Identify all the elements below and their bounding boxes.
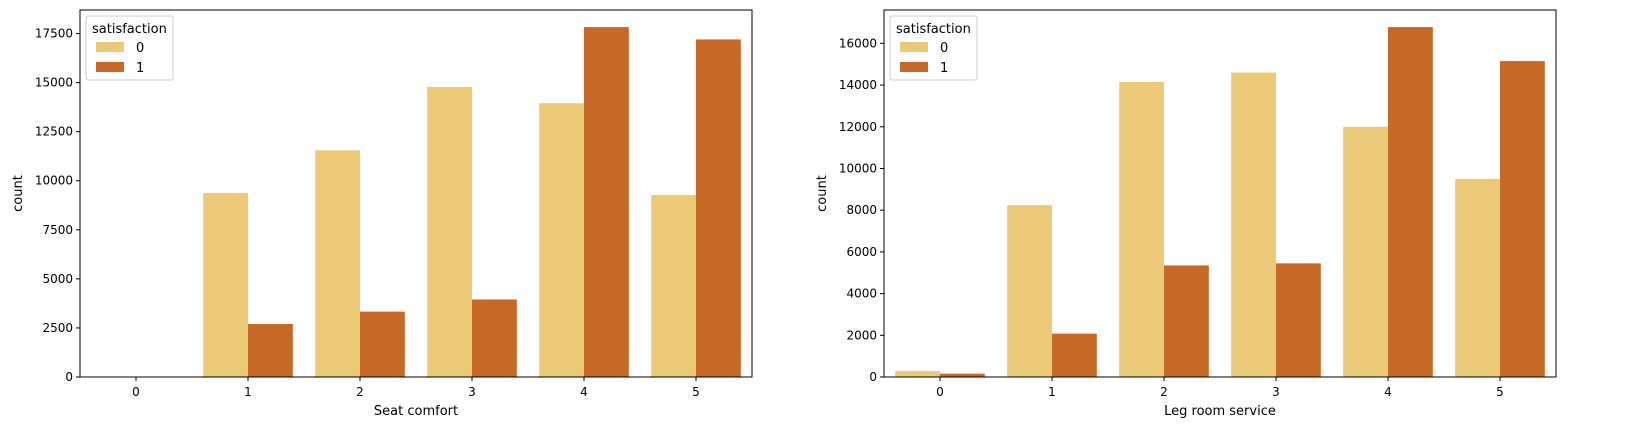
y-tick-label: 14000: [839, 78, 877, 92]
y-tick-label: 17500: [35, 27, 73, 41]
legend-swatch: [96, 62, 124, 72]
bar: [940, 373, 985, 377]
legend-swatch: [900, 42, 928, 52]
legend-label: 1: [136, 61, 144, 76]
y-tick-label: 0: [869, 370, 877, 384]
bar: [651, 195, 696, 377]
x-tick-label: 4: [580, 385, 588, 399]
bar: [1276, 263, 1321, 377]
x-tick-label: 3: [468, 385, 476, 399]
legend-title: satisfaction: [92, 22, 167, 37]
y-tick-label: 16000: [839, 36, 877, 50]
x-tick-label: 0: [132, 385, 140, 399]
plot-frame: [79, 9, 753, 378]
bar: [472, 299, 517, 377]
bar: [1164, 265, 1209, 377]
x-tick-label: 0: [936, 385, 944, 399]
x-tick-label: 1: [244, 385, 252, 399]
bar: [1007, 205, 1052, 377]
bar: [1052, 333, 1097, 377]
y-tick-label: 0: [65, 370, 73, 384]
bars: [203, 27, 741, 378]
x-tick-label: 5: [692, 385, 700, 399]
bar: [248, 324, 293, 377]
x-tick-label: 4: [1384, 385, 1392, 399]
bar: [1388, 27, 1433, 377]
plot-frame: [883, 9, 1557, 378]
bar: [1231, 72, 1276, 377]
bar: [1455, 178, 1500, 377]
bar: [696, 39, 741, 377]
bar: [895, 370, 940, 377]
y-tick-label: 10000: [839, 161, 877, 175]
y-tick-label: 10000: [35, 174, 73, 188]
x-tick-label: 2: [1160, 385, 1168, 399]
y-tick-label: 2000: [846, 328, 877, 342]
y-tick-label: 5000: [42, 272, 73, 286]
y-tick-label: 6000: [846, 245, 877, 259]
x-tick-label: 1: [1048, 385, 1056, 399]
y-tick-label: 4000: [846, 287, 877, 301]
y-tick-label: 2500: [42, 321, 73, 335]
bar: [1500, 61, 1545, 378]
bar: [584, 27, 629, 377]
bar: [427, 86, 472, 378]
legend-label: 0: [136, 41, 144, 56]
legend-label: 1: [940, 61, 948, 76]
y-tick-label: 7500: [42, 223, 73, 237]
bar: [539, 103, 584, 377]
y-axis-label: count: [11, 175, 26, 212]
legend-swatch: [900, 62, 928, 72]
bar: [360, 311, 405, 377]
bar: [315, 150, 360, 377]
bar: [203, 192, 248, 377]
y-axis-label: count: [815, 175, 830, 212]
x-tick-label: 5: [1496, 385, 1504, 399]
bar: [1119, 81, 1164, 377]
y-tick-label: 12000: [839, 120, 877, 134]
bars: [895, 27, 1545, 378]
legend-swatch: [96, 42, 124, 52]
legend-title: satisfaction: [896, 22, 971, 37]
y-tick-label: 8000: [846, 203, 877, 217]
bar: [1343, 126, 1388, 378]
x-axis-label: Leg room service: [1164, 404, 1276, 419]
legend: satisfaction 0 1: [85, 15, 174, 81]
x-tick-label: 2: [356, 385, 364, 399]
x-tick-label: 3: [1272, 385, 1280, 399]
legend: satisfaction 0 1: [889, 15, 978, 81]
y-tick-label: 15000: [35, 76, 73, 90]
chart-leg-room-service: Leg room service count satisfaction 0 1 …: [815, 9, 1557, 419]
x-axis-label: Seat comfort: [374, 404, 458, 419]
chart-seat-comfort: Seat comfort count satisfaction 0 1 0 1 2 3…: [11, 9, 753, 419]
y-tick-label: 12500: [35, 125, 73, 139]
legend-label: 0: [940, 41, 948, 56]
